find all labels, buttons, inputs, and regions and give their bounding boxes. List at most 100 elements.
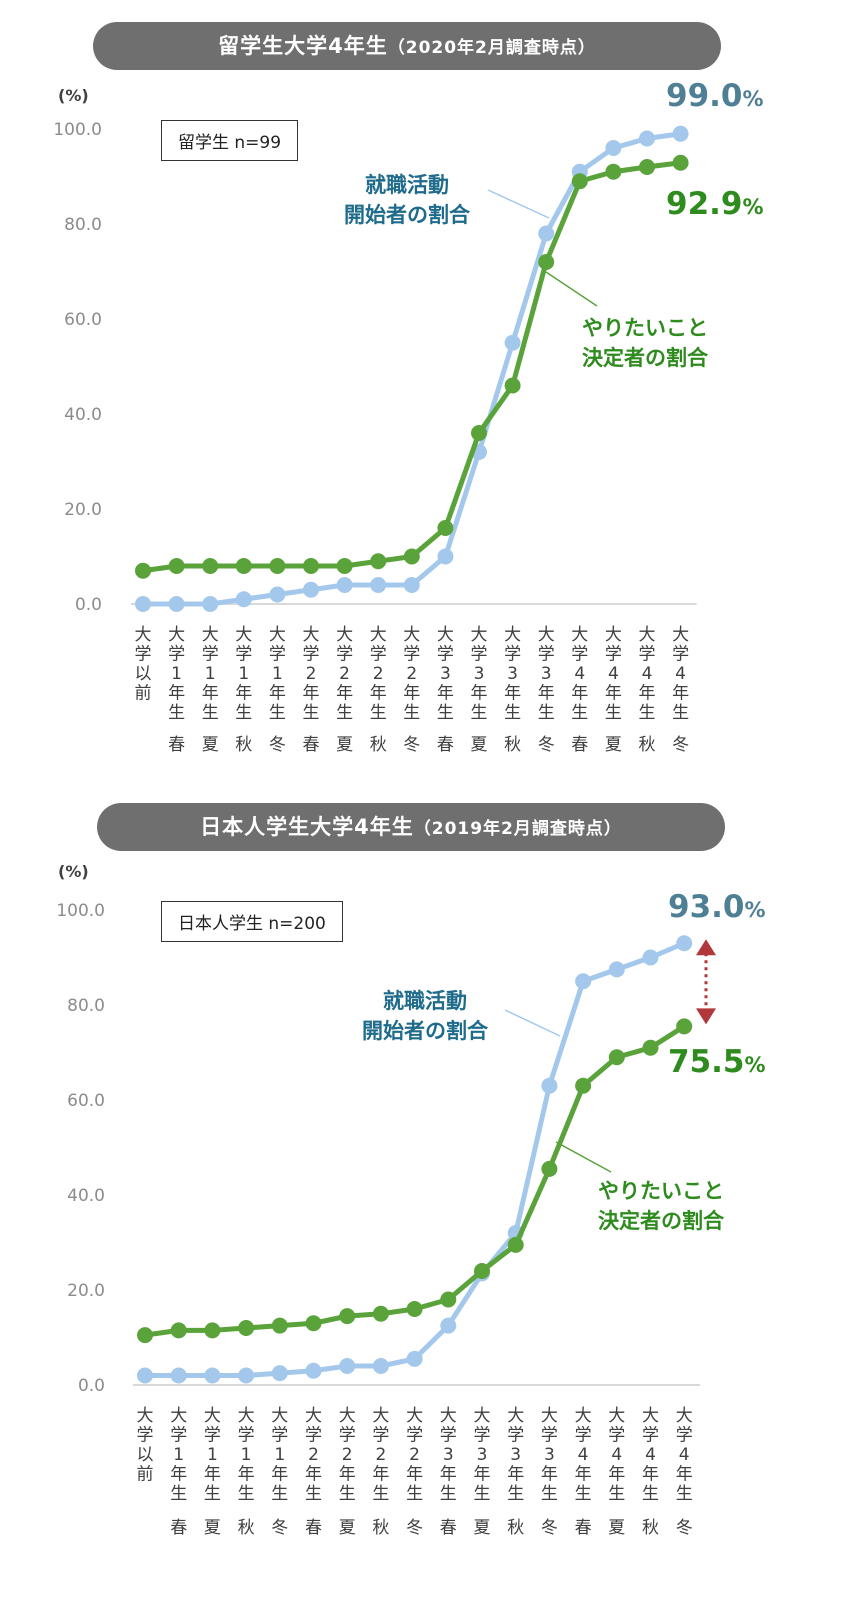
x-tick-char: 年 — [235, 684, 252, 704]
x-tick-char: 大 — [642, 1406, 659, 1426]
x-tick-char: 生 — [305, 1484, 322, 1504]
x-tick-label: 大学4年生 — [575, 1406, 592, 1504]
x-tick-char: 大 — [271, 1406, 288, 1426]
data-point — [204, 1367, 221, 1384]
y-tick-label: 100.0 — [56, 901, 105, 921]
x-tick-char: 大 — [507, 1406, 524, 1426]
x-tick-char: 生 — [202, 703, 219, 723]
data-point — [271, 1365, 288, 1382]
x-tick-char: 年 — [168, 684, 185, 704]
series-label-line1: 就職活動 — [383, 989, 467, 1013]
series-label-line2: 開始者の割合 — [362, 1019, 488, 1043]
x-tick-char: 学 — [437, 645, 454, 665]
end-value: 92.9 — [666, 186, 743, 222]
end-value-job-hunting: 99.0% — [666, 78, 764, 114]
x-tick-char: 生 — [676, 1484, 693, 1504]
x-tick-char: 年 — [271, 1465, 288, 1485]
x-season-label: 秋 — [504, 735, 521, 755]
chart-title-date: （2019年2月調査時点） — [413, 819, 622, 839]
x-tick-char: 年 — [170, 1465, 187, 1485]
x-tick-char: 大 — [440, 1406, 457, 1426]
x-tick-char: 学 — [336, 645, 353, 665]
x-tick-char: 年 — [339, 1465, 356, 1485]
x-tick-char: 大 — [372, 1406, 389, 1426]
x-season-label: 春 — [571, 735, 588, 755]
series-label-line2: 開始者の割合 — [344, 203, 470, 227]
x-tick-char: 年 — [642, 1465, 659, 1485]
x-tick-char: 年 — [507, 1465, 524, 1485]
data-point — [235, 558, 252, 574]
x-tick-char: 大 — [575, 1406, 592, 1426]
data-point — [370, 577, 387, 593]
x-tick-char: 年 — [471, 684, 488, 704]
data-point — [305, 1362, 322, 1379]
x-tick-char: 大 — [437, 625, 454, 645]
end-value-decided: 92.9% — [666, 186, 764, 222]
x-tick-char: 3 — [544, 1445, 555, 1465]
x-tick-char: 生 — [639, 703, 656, 723]
x-tick-char: 大 — [235, 625, 252, 645]
data-point — [474, 1263, 490, 1279]
x-tick-char: 学 — [305, 1426, 322, 1446]
x-tick-char: 生 — [507, 1484, 524, 1504]
x-tick-char: 年 — [474, 1465, 491, 1485]
chart-title-banner: 留学生大学4年生（2020年2月調査時点） — [93, 22, 721, 70]
x-tick-char: 生 — [605, 703, 622, 723]
x-tick-char: 2 — [308, 1445, 319, 1465]
data-point — [406, 1350, 423, 1367]
y-unit-label: (%) — [58, 862, 89, 881]
x-season-label: 夏 — [474, 1518, 491, 1538]
data-point — [238, 1367, 255, 1384]
x-tick-char: 3 — [507, 664, 518, 684]
x-tick-char: 生 — [238, 1484, 255, 1504]
x-tick-char: 1 — [238, 664, 249, 684]
data-point — [168, 596, 185, 612]
x-tick-label: 大学4年生 — [571, 625, 588, 723]
x-tick-char: 年 — [672, 684, 689, 704]
x-season-label: 春 — [168, 735, 185, 755]
leader-line-decided — [545, 271, 598, 307]
leader-line-job-hunting — [504, 1009, 561, 1037]
x-tick-char: 大 — [202, 625, 219, 645]
x-season-label: 冬 — [676, 1518, 693, 1538]
data-point — [406, 1301, 423, 1317]
x-tick-char: 生 — [339, 1484, 356, 1504]
x-tick-char: 3 — [477, 1445, 488, 1465]
x-season-label: 秋 — [639, 735, 656, 755]
x-tick-char: 大 — [339, 1406, 356, 1426]
x-tick-char: 学 — [571, 645, 588, 665]
x-tick-char: 生 — [608, 1484, 625, 1504]
end-value-suffix: % — [744, 1053, 766, 1077]
x-season-label: 冬 — [406, 1518, 423, 1538]
data-point — [168, 558, 185, 574]
data-point — [541, 1077, 558, 1094]
x-tick-char: 生 — [504, 703, 521, 723]
x-tick-label: 大学4年生 — [605, 625, 622, 723]
series-label-line1: やりたいこと — [582, 316, 708, 340]
x-tick-char: 生 — [403, 703, 420, 723]
data-point — [303, 558, 319, 574]
x-tick-char: 以 — [137, 1445, 154, 1465]
x-tick-char: 大 — [471, 625, 488, 645]
data-point — [238, 1320, 255, 1336]
x-tick-char: 生 — [168, 703, 185, 723]
x-tick-char: 生 — [471, 703, 488, 723]
chart-title-banner: 日本人学生大学4年生（2019年2月調査時点） — [97, 803, 725, 851]
data-point — [437, 520, 454, 536]
x-tick-char: 大 — [204, 1406, 221, 1426]
data-point — [538, 254, 555, 270]
data-point — [639, 130, 655, 147]
x-tick-char: 年 — [571, 684, 588, 704]
y-tick-label: 60.0 — [64, 310, 102, 330]
x-tick-char: 2 — [342, 1445, 353, 1465]
x-tick-char: 生 — [440, 1484, 457, 1504]
x-tick-char: 学 — [406, 1426, 423, 1446]
leader-line-job-hunting — [487, 189, 550, 219]
